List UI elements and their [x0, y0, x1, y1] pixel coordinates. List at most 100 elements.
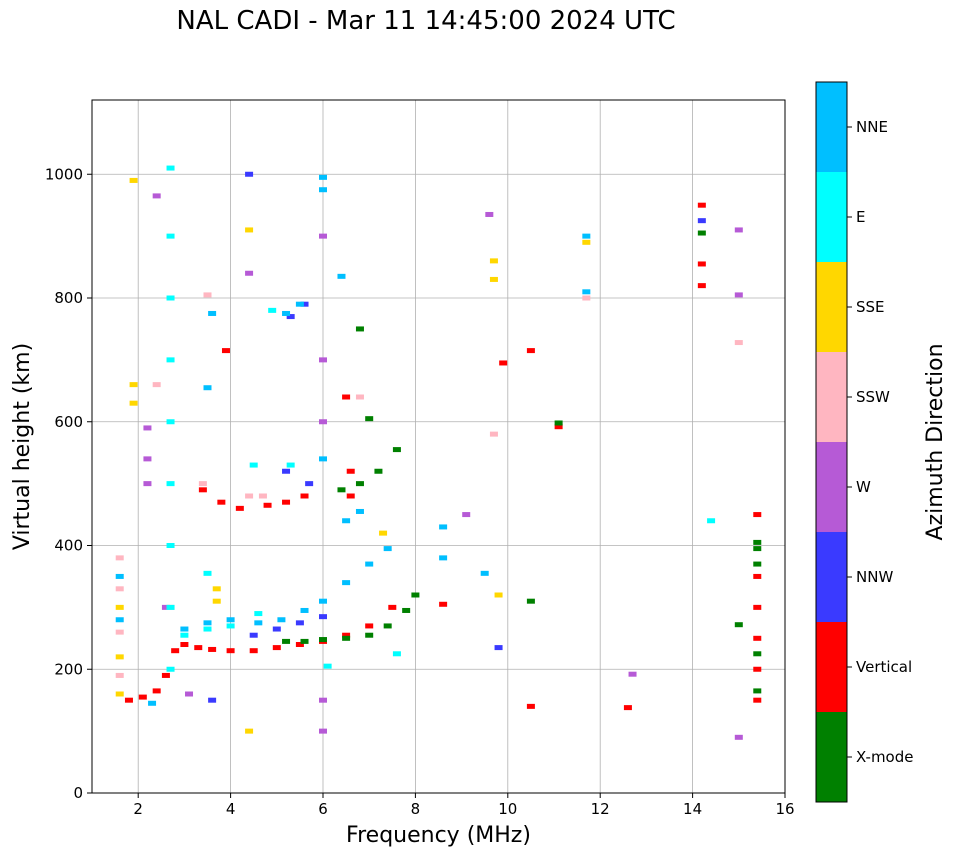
- data-point-nne: [342, 580, 351, 586]
- data-point-nnw: [245, 171, 254, 177]
- data-point-vertical: [300, 493, 309, 499]
- colorbar-swatch-w: [816, 442, 847, 532]
- data-point-sse: [129, 400, 138, 406]
- data-point-x-mode: [734, 622, 743, 628]
- data-point-sse: [115, 654, 124, 660]
- data-point-vertical: [365, 623, 374, 629]
- data-point-e: [180, 632, 189, 638]
- data-point-nnw: [305, 481, 314, 487]
- data-point-x-mode: [753, 546, 762, 552]
- data-point-w: [143, 425, 152, 431]
- data-point-e: [166, 481, 175, 487]
- data-point-sse: [494, 592, 503, 598]
- data-point-vertical: [526, 348, 535, 354]
- data-point-nne: [115, 617, 124, 623]
- data-point-w: [734, 734, 743, 740]
- data-point-vertical: [235, 505, 244, 511]
- data-point-x-mode: [411, 592, 420, 598]
- colorbar-title: Azimuth Direction: [923, 343, 948, 540]
- data-point-vertical: [697, 283, 706, 289]
- x-tick-label: 12: [591, 800, 610, 818]
- data-point-nne: [480, 570, 489, 576]
- data-point-ssw: [245, 493, 254, 499]
- data-point-x-mode: [337, 487, 346, 493]
- colorbar-swatch-x-mode: [816, 712, 847, 802]
- data-point-vertical: [346, 493, 355, 499]
- data-point-sse: [129, 382, 138, 388]
- data-point-sse: [582, 239, 591, 245]
- data-point-x-mode: [374, 468, 383, 474]
- data-point-ssw: [198, 481, 207, 487]
- data-point-nne: [383, 546, 392, 552]
- data-point-vertical: [753, 697, 762, 703]
- colorbar-label: SSW: [856, 388, 890, 406]
- data-point-e: [166, 419, 175, 425]
- x-tick-label: 8: [411, 800, 421, 818]
- colorbar-swatch-ssw: [816, 352, 847, 442]
- data-point-vertical: [208, 646, 217, 652]
- data-point-nne: [365, 561, 374, 567]
- x-tick-label: 4: [226, 800, 236, 818]
- data-point-e: [254, 611, 263, 617]
- data-point-vertical: [753, 512, 762, 518]
- data-point-nne: [319, 598, 327, 604]
- data-point-ssw: [152, 382, 161, 388]
- data-point-ssw: [355, 394, 364, 400]
- data-point-e: [392, 651, 401, 657]
- plot-background: [92, 100, 785, 793]
- data-point-sse: [115, 691, 124, 697]
- data-point-x-mode: [753, 688, 762, 694]
- data-point-ssw: [489, 431, 498, 437]
- data-point-vertical: [342, 394, 351, 400]
- data-point-ssw: [115, 555, 124, 561]
- data-point-nne: [319, 456, 327, 462]
- data-point-w: [485, 211, 494, 217]
- data-point-e: [166, 357, 175, 363]
- data-point-nne: [226, 617, 235, 623]
- data-point-e: [268, 307, 277, 313]
- data-point-nnw: [494, 645, 503, 651]
- data-point-vertical: [526, 703, 535, 709]
- data-point-ssw: [258, 493, 267, 499]
- data-point-e: [249, 462, 258, 468]
- chart-title: NAL CADI - Mar 11 14:45:00 2024 UTC: [176, 6, 676, 36]
- data-point-x-mode: [365, 416, 374, 422]
- data-point-x-mode: [554, 420, 563, 426]
- data-point-w: [734, 292, 743, 298]
- data-point-nne: [277, 617, 286, 623]
- colorbar-swatch-nnw: [816, 532, 847, 622]
- data-point-vertical: [217, 499, 226, 505]
- data-point-nnw: [208, 697, 217, 703]
- colorbar-label: E: [856, 208, 865, 226]
- data-point-vertical: [198, 487, 207, 493]
- data-point-nne: [254, 620, 263, 626]
- data-point-e: [707, 518, 716, 524]
- data-point-x-mode: [355, 326, 364, 332]
- data-point-x-mode: [753, 651, 762, 657]
- x-tick-label: 6: [318, 800, 328, 818]
- data-point-x-mode: [526, 598, 535, 604]
- data-point-sse: [212, 598, 221, 604]
- data-point-sse: [245, 728, 254, 734]
- data-point-e: [226, 623, 235, 629]
- data-point-x-mode: [697, 230, 706, 236]
- data-point-e: [286, 462, 295, 468]
- data-point-nnw: [249, 632, 258, 638]
- data-point-nne: [148, 700, 157, 706]
- data-point-vertical: [194, 645, 203, 651]
- data-point-vertical: [221, 348, 230, 354]
- data-point-nne: [203, 385, 212, 391]
- data-point-w: [319, 728, 327, 734]
- data-point-vertical: [753, 666, 762, 672]
- colorbar-swatch-sse: [816, 262, 847, 352]
- data-point-sse: [129, 177, 138, 183]
- data-point-nne: [208, 310, 217, 316]
- data-point-x-mode: [753, 561, 762, 567]
- x-tick-label: 10: [498, 800, 517, 818]
- data-point-w: [185, 691, 194, 697]
- data-point-nne: [180, 626, 189, 632]
- data-point-nne: [300, 607, 309, 613]
- data-point-vertical: [295, 642, 304, 647]
- data-point-e: [166, 233, 175, 239]
